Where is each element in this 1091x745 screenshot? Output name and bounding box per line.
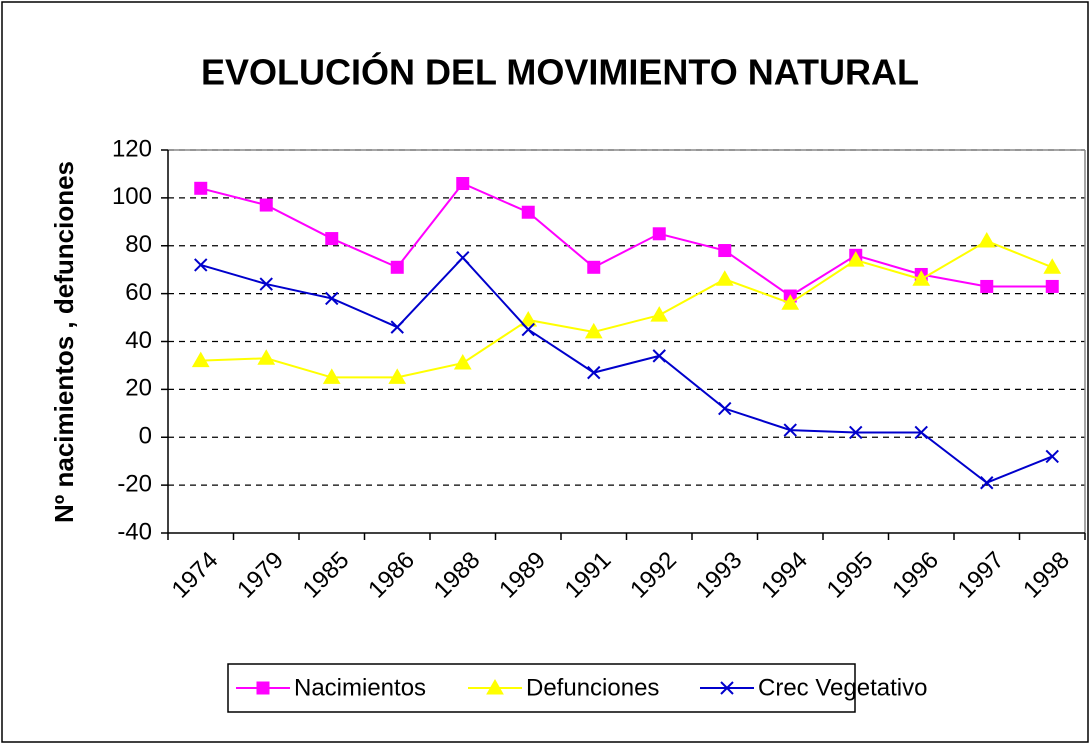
y-tick-label: -20 — [117, 470, 152, 497]
marker — [652, 227, 666, 241]
y-tick-label: 40 — [125, 327, 152, 354]
marker — [325, 291, 339, 306]
marker — [194, 258, 208, 272]
y-tick-label: 60 — [125, 279, 152, 306]
marker — [191, 351, 210, 368]
marker — [849, 425, 863, 440]
marker — [521, 322, 535, 337]
marker — [194, 181, 208, 195]
marker — [322, 368, 341, 384]
marker — [1045, 279, 1059, 293]
legend-label: Nacimientos — [294, 674, 426, 701]
marker — [587, 260, 601, 274]
marker — [521, 205, 535, 219]
y-tick-label: 120 — [112, 135, 152, 162]
series-line — [200, 239, 1053, 379]
y-tick-label: 20 — [125, 375, 152, 402]
y-tick-label: 0 — [139, 423, 152, 450]
marker — [914, 425, 928, 440]
marker — [1043, 258, 1062, 274]
marker — [652, 349, 666, 363]
marker — [846, 251, 865, 267]
legend-marker — [486, 678, 504, 695]
marker — [715, 270, 734, 286]
y-tick-label: -40 — [117, 518, 152, 545]
marker — [259, 198, 273, 212]
legend-marker — [720, 681, 734, 695]
y-tick-label: 100 — [112, 183, 152, 210]
marker — [456, 177, 470, 191]
marker — [718, 401, 732, 416]
series-line — [200, 182, 1053, 298]
marker — [390, 320, 404, 334]
marker — [980, 279, 994, 293]
chart-title: EVOLUCIÓN DEL MOVIMIENTO NATURAL — [201, 51, 919, 93]
marker — [912, 270, 931, 286]
legend-marker — [256, 681, 270, 695]
legend-label: Defunciones — [526, 674, 659, 701]
series-line — [200, 256, 1053, 484]
marker — [456, 251, 470, 265]
y-tick-label: 80 — [125, 231, 152, 258]
y-axis-label: Nº nacimientos , defunciones — [49, 161, 79, 523]
marker — [977, 231, 996, 248]
marker — [584, 322, 603, 339]
marker — [587, 365, 601, 380]
marker — [257, 349, 276, 365]
marker — [781, 294, 800, 310]
marker — [718, 244, 732, 258]
marker — [1045, 449, 1059, 464]
legend-label: Crec Vegetativo — [758, 674, 927, 701]
marker — [519, 310, 538, 327]
marker — [980, 476, 994, 490]
marker — [259, 277, 273, 291]
marker — [325, 232, 339, 246]
marker — [453, 354, 472, 370]
marker — [390, 260, 404, 274]
marker — [388, 368, 407, 384]
marker — [650, 306, 669, 322]
marker — [783, 423, 797, 437]
